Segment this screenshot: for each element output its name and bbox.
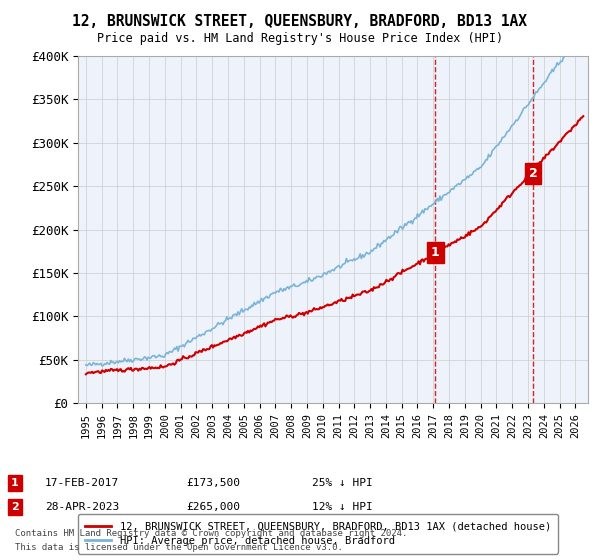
Text: Contains HM Land Registry data © Crown copyright and database right 2024.: Contains HM Land Registry data © Crown c… (15, 529, 407, 538)
Text: Price paid vs. HM Land Registry's House Price Index (HPI): Price paid vs. HM Land Registry's House … (97, 32, 503, 45)
Text: 1: 1 (11, 478, 19, 488)
Text: 12, BRUNSWICK STREET, QUEENSBURY, BRADFORD, BD13 1AX: 12, BRUNSWICK STREET, QUEENSBURY, BRADFO… (73, 14, 527, 29)
Legend: 12, BRUNSWICK STREET, QUEENSBURY, BRADFORD, BD13 1AX (detached house), HPI: Aver: 12, BRUNSWICK STREET, QUEENSBURY, BRADFO… (78, 514, 559, 553)
Text: 2: 2 (11, 502, 19, 512)
Text: 25% ↓ HPI: 25% ↓ HPI (312, 478, 373, 488)
Text: 1: 1 (431, 246, 440, 259)
Text: This data is licensed under the Open Government Licence v3.0.: This data is licensed under the Open Gov… (15, 543, 343, 552)
Text: £265,000: £265,000 (186, 502, 240, 512)
Text: 2: 2 (529, 167, 538, 180)
Text: 17-FEB-2017: 17-FEB-2017 (45, 478, 119, 488)
Text: 28-APR-2023: 28-APR-2023 (45, 502, 119, 512)
Text: 12% ↓ HPI: 12% ↓ HPI (312, 502, 373, 512)
Text: £173,500: £173,500 (186, 478, 240, 488)
